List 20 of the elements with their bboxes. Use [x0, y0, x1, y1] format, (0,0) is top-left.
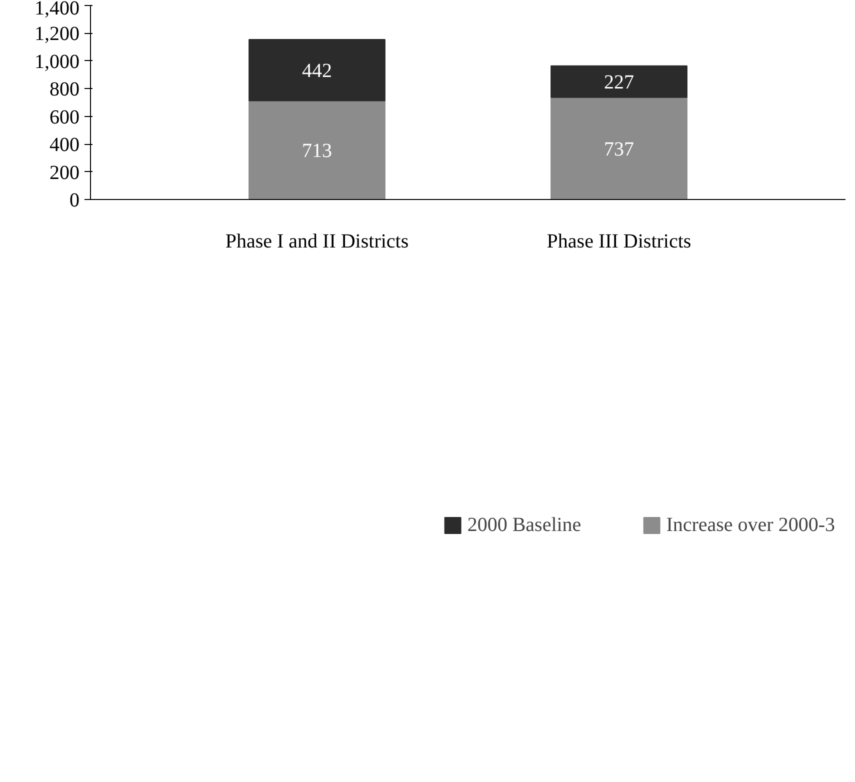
- legend-label: Increase over 2000-3: [666, 514, 835, 536]
- y-tick-label: 800: [50, 78, 80, 101]
- y-tick-label: 400: [50, 134, 80, 156]
- y-tick-label: 1,200: [34, 23, 80, 46]
- y-tick-label: 0: [70, 190, 80, 212]
- bar: [550, 96, 688, 200]
- y-tick-label: 200: [50, 162, 80, 184]
- y-tick-label: 1,000: [34, 50, 80, 73]
- x-tick-label: Phase I and II Districts: [225, 230, 409, 252]
- data-label: 713: [302, 140, 332, 162]
- y-tick-label: 600: [50, 106, 80, 128]
- data-label: 227: [604, 72, 634, 94]
- x-tick-label: Phase III Districts: [546, 230, 692, 252]
- bar: [248, 38, 386, 102]
- bar: [248, 100, 386, 200]
- legend-label: 2000 Baseline: [467, 514, 582, 536]
- data-label: 442: [302, 60, 332, 82]
- bar: [550, 65, 688, 98]
- data-label: 737: [604, 138, 634, 160]
- y-tick-label: 1,400: [34, 0, 80, 20]
